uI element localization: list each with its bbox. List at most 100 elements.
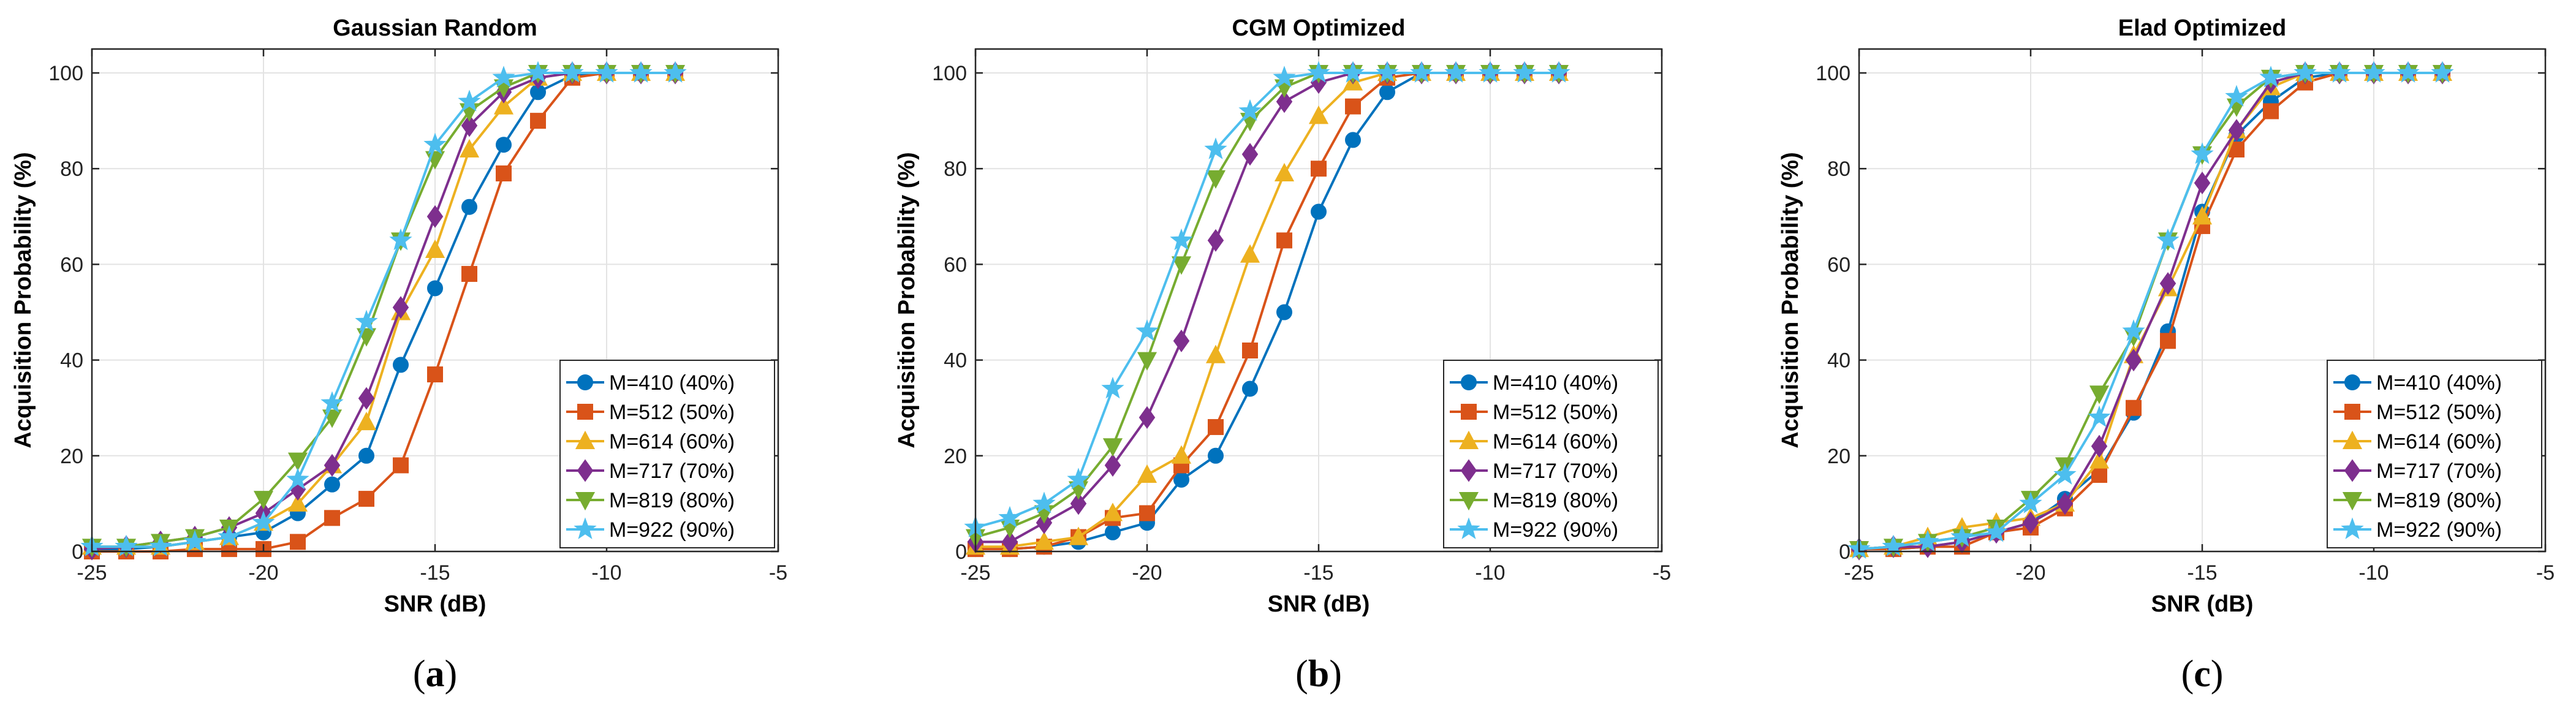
y-tick-label: 0 [1839, 540, 1851, 564]
x-tick-label: -5 [1653, 561, 1671, 585]
data-point [2229, 142, 2245, 157]
data-point [2091, 467, 2107, 483]
y-axis-label: Acquisition Probability (%) [10, 152, 36, 448]
legend-marker [575, 430, 596, 449]
panel-label-close: ) [2211, 653, 2224, 695]
data-point [1034, 531, 1055, 550]
legend-item: M=614 (60%) [1450, 430, 1618, 453]
panel-label-letter: a [426, 653, 445, 695]
x-tick-label: -10 [591, 561, 621, 585]
data-point [530, 113, 546, 129]
data-point [423, 132, 447, 155]
y-tick-label: 20 [1827, 445, 1851, 468]
data-point [1985, 520, 2008, 542]
y-tick-label: 100 [1816, 62, 1851, 85]
panel-label-open: ( [413, 653, 426, 695]
y-tick-label: 80 [944, 157, 967, 181]
data-point [998, 506, 1021, 528]
legend-item: M=410 (40%) [2333, 371, 2502, 395]
y-tick-label: 20 [944, 445, 967, 468]
data-point [2091, 434, 2108, 458]
panel-label: (a) [413, 653, 457, 695]
data-point [493, 96, 514, 115]
data-point [2431, 61, 2454, 83]
data-point [1379, 84, 1395, 100]
data-point [392, 296, 409, 319]
x-tick-label: -20 [248, 561, 278, 585]
data-point [320, 391, 344, 413]
data-point [1208, 418, 1224, 435]
data-point [1204, 137, 1227, 159]
legend-marker [2344, 404, 2360, 420]
x-tick-label: -25 [960, 561, 990, 585]
chart-panel-c: -25 -20 -15 -10 -5 0 20 40 60 80 100 Elad Optimized… [1778, 15, 2555, 695]
data-point [458, 89, 481, 112]
x-tick-label: -10 [2358, 561, 2388, 585]
data-point [1135, 319, 1159, 341]
legend-label: M=614 (60%) [2376, 430, 2502, 453]
data-point [1137, 352, 1157, 371]
data-point [459, 138, 480, 157]
series-M=922 (90%) [1847, 61, 2454, 559]
data-point [2192, 206, 2213, 225]
legend-label: M=410 (40%) [2376, 371, 2502, 395]
data-point [1276, 232, 1292, 249]
data-point [286, 468, 309, 490]
data-point [1104, 453, 1121, 477]
legend: M=410 (40%) M=512 (50%) M=614 (60%) M=717 (… [2327, 360, 2542, 548]
data-point [496, 137, 512, 153]
data-point [1345, 132, 1361, 148]
data-point [2089, 385, 2110, 404]
data-point [561, 61, 584, 83]
legend-label: M=922 (90%) [2376, 518, 2502, 542]
data-point [287, 452, 308, 471]
x-tick-label: -5 [769, 561, 787, 585]
data-point [358, 447, 374, 464]
x-axis-label: SNR (dB) [2151, 591, 2254, 617]
data-point [1240, 244, 1260, 263]
data-point [1102, 502, 1123, 521]
data-point [324, 453, 341, 477]
x-axis-label: SNR (dB) [1268, 591, 1370, 617]
chart-panel-a: -25 -20 -15 -10 -5 0 20 40 60 80 100 Gaussian Rando… [10, 15, 787, 695]
y-tick-label: 80 [60, 157, 83, 181]
data-point [2122, 319, 2145, 341]
data-point [218, 525, 241, 547]
data-point [2191, 142, 2214, 164]
x-tick-label: -5 [2536, 561, 2555, 585]
data-point [389, 228, 412, 251]
legend-label: M=512 (50%) [1493, 401, 1618, 424]
data-point [2126, 400, 2142, 416]
data-point [427, 366, 443, 383]
data-point [2160, 333, 2176, 349]
y-tick-label: 40 [1827, 349, 1851, 373]
data-point [1205, 170, 1226, 189]
legend-item: M=922 (90%) [1450, 517, 1618, 542]
legend-item: M=717 (70%) [2333, 459, 2502, 483]
data-point [1444, 61, 1468, 83]
data-point [1410, 61, 1433, 83]
legend-item: M=410 (40%) [1450, 371, 1618, 395]
data-point [492, 66, 515, 88]
data-point [355, 309, 378, 331]
data-point [1068, 526, 1089, 545]
data-point [2125, 349, 2142, 372]
legend-item: M=819 (80%) [566, 489, 735, 512]
data-point [2225, 85, 2248, 107]
chart-panel-b: -25 -20 -15 -10 -5 0 20 40 60 80 100 CGM Optimized S… [894, 15, 1671, 695]
legend-item: M=717 (70%) [1450, 459, 1618, 483]
data-point [1208, 447, 1224, 464]
data-point [1170, 228, 1193, 251]
data-point [2294, 61, 2317, 83]
data-point [461, 266, 477, 282]
data-point [2362, 61, 2385, 83]
legend-marker [1458, 430, 1479, 449]
data-point [2019, 491, 2042, 513]
data-point [290, 534, 306, 550]
data-point [356, 412, 377, 431]
y-tick-label: 60 [60, 253, 83, 276]
data-point [1173, 329, 1190, 352]
data-point [1341, 61, 1365, 83]
legend-marker [577, 374, 593, 390]
legend-label: M=410 (40%) [1493, 371, 1618, 395]
